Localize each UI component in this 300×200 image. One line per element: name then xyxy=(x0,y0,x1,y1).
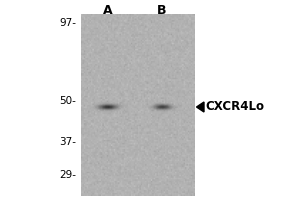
Text: 50-: 50- xyxy=(60,96,76,106)
Text: A: A xyxy=(103,4,113,18)
Text: 37-: 37- xyxy=(59,137,76,147)
Text: 97-: 97- xyxy=(59,18,76,28)
Text: 29-: 29- xyxy=(59,170,76,180)
FancyArrow shape xyxy=(196,102,204,112)
Text: B: B xyxy=(157,4,167,18)
Text: CXCR4Lo: CXCR4Lo xyxy=(206,100,265,114)
